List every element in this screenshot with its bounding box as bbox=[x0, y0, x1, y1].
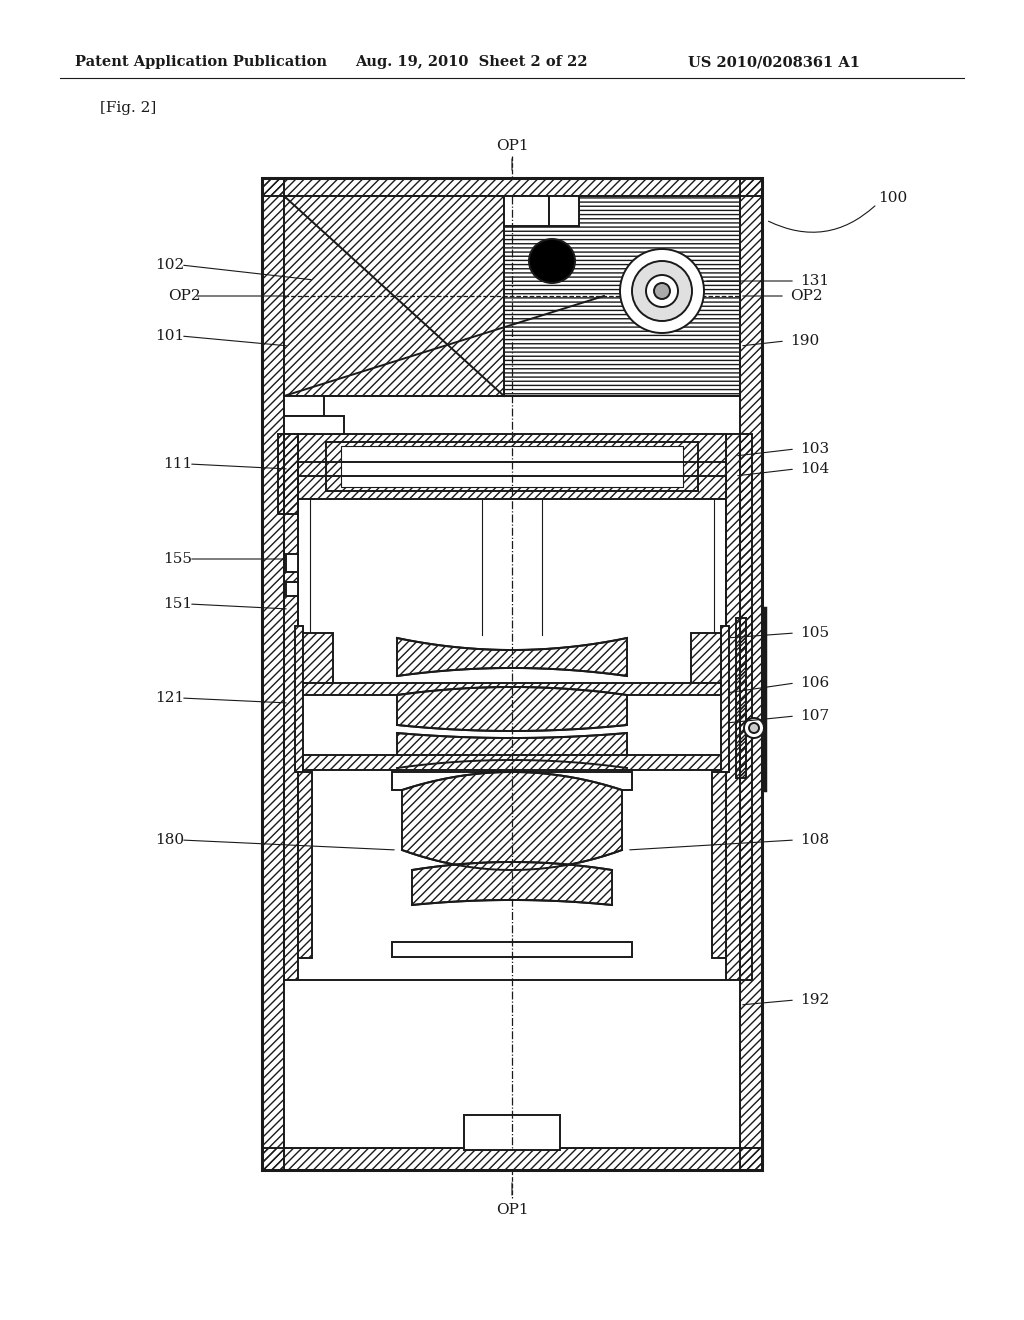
Text: OP1: OP1 bbox=[496, 139, 528, 153]
Polygon shape bbox=[284, 195, 504, 396]
Polygon shape bbox=[412, 862, 612, 906]
Text: [Fig. 2]: [Fig. 2] bbox=[100, 102, 157, 115]
Bar bbox=[721, 626, 729, 772]
Bar bbox=[262, 1148, 762, 1170]
Circle shape bbox=[744, 718, 764, 738]
Bar bbox=[712, 772, 726, 958]
Bar bbox=[726, 434, 740, 979]
Text: 105: 105 bbox=[800, 626, 829, 640]
Text: OP1: OP1 bbox=[496, 1203, 528, 1217]
Text: Aug. 19, 2010  Sheet 2 of 22: Aug. 19, 2010 Sheet 2 of 22 bbox=[355, 55, 588, 69]
Text: 103: 103 bbox=[800, 442, 829, 455]
Bar bbox=[262, 178, 284, 1170]
Text: 106: 106 bbox=[800, 676, 829, 690]
Bar bbox=[392, 772, 632, 789]
Bar bbox=[284, 416, 344, 434]
Circle shape bbox=[646, 275, 678, 308]
Bar bbox=[303, 682, 721, 696]
Bar bbox=[740, 178, 762, 1170]
Circle shape bbox=[749, 723, 759, 733]
Circle shape bbox=[620, 249, 705, 333]
Text: 108: 108 bbox=[800, 833, 829, 847]
Ellipse shape bbox=[529, 239, 575, 282]
Bar bbox=[504, 195, 549, 226]
Bar bbox=[691, 634, 721, 682]
Text: OP2: OP2 bbox=[790, 289, 822, 304]
Text: 102: 102 bbox=[155, 257, 184, 272]
Text: 104: 104 bbox=[800, 462, 829, 477]
Text: 151: 151 bbox=[163, 597, 193, 611]
Bar bbox=[295, 626, 303, 772]
Bar bbox=[298, 434, 726, 499]
Text: 190: 190 bbox=[790, 334, 819, 348]
Text: US 2010/0208361 A1: US 2010/0208361 A1 bbox=[688, 55, 860, 69]
Bar bbox=[326, 442, 698, 491]
Bar bbox=[298, 772, 312, 958]
Bar bbox=[286, 554, 298, 572]
Text: 155: 155 bbox=[163, 552, 193, 566]
Text: 180: 180 bbox=[155, 833, 184, 847]
Bar bbox=[284, 434, 298, 979]
Polygon shape bbox=[402, 772, 622, 870]
Text: OP2: OP2 bbox=[168, 289, 201, 304]
Bar bbox=[549, 195, 579, 226]
Text: Patent Application Publication: Patent Application Publication bbox=[75, 55, 327, 69]
Circle shape bbox=[654, 282, 670, 300]
Text: 121: 121 bbox=[155, 690, 184, 705]
Bar bbox=[303, 755, 721, 770]
Bar bbox=[392, 942, 632, 957]
Text: 111: 111 bbox=[163, 457, 193, 471]
Bar bbox=[284, 979, 740, 1148]
Bar bbox=[341, 446, 683, 487]
Text: 100: 100 bbox=[878, 191, 907, 205]
Bar bbox=[740, 434, 752, 979]
Bar bbox=[286, 582, 298, 597]
Text: 131: 131 bbox=[800, 275, 829, 288]
Text: 101: 101 bbox=[155, 329, 184, 343]
Bar bbox=[464, 1115, 560, 1150]
Text: 192: 192 bbox=[800, 993, 829, 1007]
Bar bbox=[284, 396, 324, 416]
Circle shape bbox=[632, 261, 692, 321]
Text: 107: 107 bbox=[800, 709, 829, 723]
Bar bbox=[262, 178, 762, 1170]
Bar bbox=[278, 434, 298, 513]
Bar bbox=[504, 195, 740, 396]
Bar bbox=[303, 634, 333, 682]
Bar bbox=[736, 618, 746, 777]
Bar bbox=[262, 178, 762, 195]
